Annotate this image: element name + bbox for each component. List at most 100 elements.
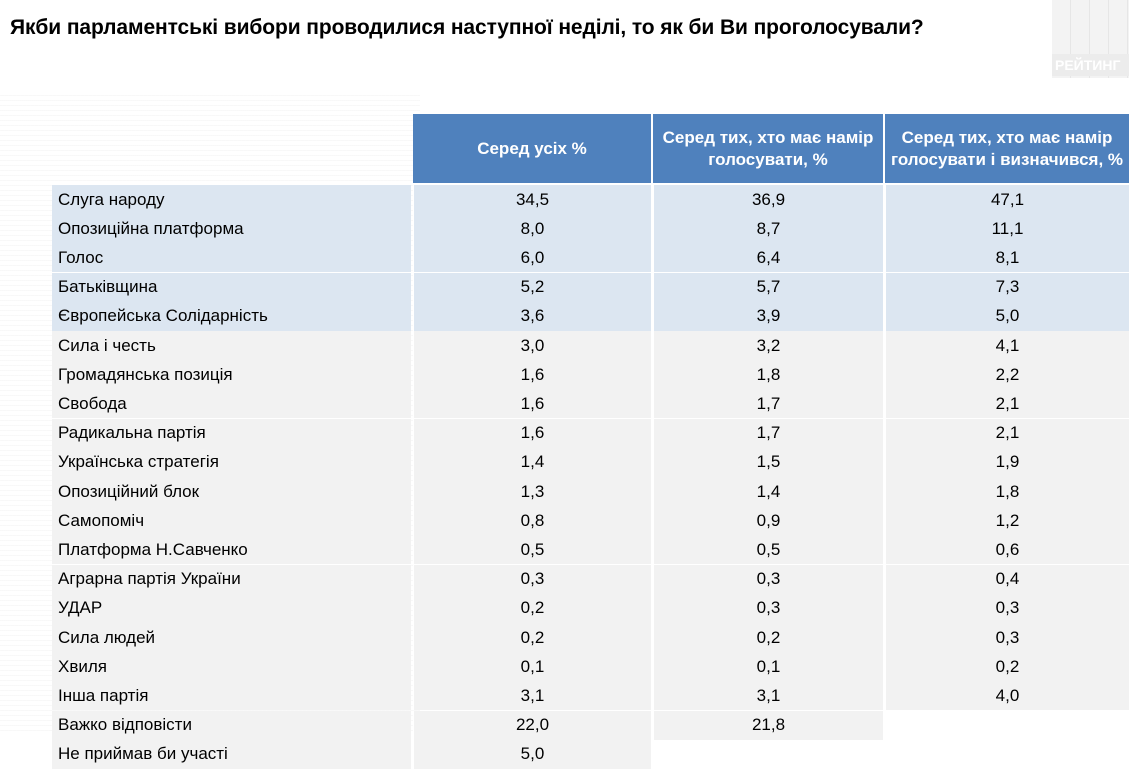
value-all-cell: 3,1 [413, 681, 651, 711]
table-row: Свобода 1,6 1,7 2,1 [0, 389, 1129, 419]
value-intend-cell: 21,8 [653, 710, 883, 740]
value-decided-cell: 2,2 [885, 360, 1129, 390]
value-all-cell: 5,2 [413, 272, 651, 302]
column-header-all: Серед усіх % [413, 114, 651, 183]
value-intend-cell: 0,1 [653, 652, 883, 682]
value-decided-cell: 4,1 [885, 331, 1129, 360]
value-intend-cell: 0,3 [653, 593, 883, 623]
value-decided-cell: 47,1 [885, 185, 1129, 214]
party-name-cell: Європейська Солідарність [52, 301, 411, 331]
value-intend-cell: 1,5 [653, 447, 883, 477]
value-decided-cell: 0,2 [885, 652, 1129, 682]
table-row: Аграрна партія України 0,3 0,3 0,4 [0, 564, 1129, 594]
value-intend-cell: 1,4 [653, 477, 883, 506]
value-decided-cell: 4,0 [885, 681, 1129, 711]
value-intend-cell: 0,3 [653, 564, 883, 594]
value-decided-cell: 2,1 [885, 389, 1129, 419]
value-intend-cell: 0,5 [653, 535, 883, 565]
party-name-cell: Опозиційний блок [52, 477, 411, 506]
table-row: Сила і честь 3,0 3,2 4,1 [0, 331, 1129, 360]
table-row: Самопоміч 0,8 0,9 1,2 [0, 506, 1129, 536]
table-row: Громадянська позиція 1,6 1,8 2,2 [0, 360, 1129, 390]
value-all-cell: 0,1 [413, 652, 651, 682]
table-row: Радикальна партія 1,6 1,7 2,1 [0, 418, 1129, 448]
table-row: Голос 6,0 6,4 8,1 [0, 243, 1129, 273]
value-decided-cell: 2,1 [885, 418, 1129, 448]
value-all-cell: 0,3 [413, 564, 651, 594]
party-name-cell: Свобода [52, 389, 411, 419]
value-intend-cell: 0,2 [653, 623, 883, 652]
party-name-cell: Сила людей [52, 623, 411, 652]
value-all-cell: 3,0 [413, 331, 651, 360]
value-intend-cell: 0,9 [653, 506, 883, 536]
value-all-cell: 0,8 [413, 506, 651, 536]
column-header-decided: Серед тих, хто має намір голосувати і ви… [885, 114, 1129, 183]
value-decided-cell: 5,0 [885, 301, 1129, 331]
value-intend-cell: 36,9 [653, 185, 883, 214]
table-row: Опозиційна платформа 8,0 8,7 11,1 [0, 214, 1129, 244]
table-row: Сила людей 0,2 0,2 0,3 [0, 623, 1129, 652]
party-name-cell: Сила і честь [52, 331, 411, 360]
value-intend-cell: 6,4 [653, 243, 883, 273]
value-all-cell: 1,6 [413, 389, 651, 419]
value-decided-cell: 1,9 [885, 447, 1129, 477]
column-header-intend: Серед тих, хто має намір голосувати, % [653, 114, 883, 183]
party-name-cell: Громадянська позиція [52, 360, 411, 390]
table-row: Опозиційний блок 1,3 1,4 1,8 [0, 477, 1129, 506]
value-all-cell: 1,3 [413, 477, 651, 506]
value-decided-cell: 0,3 [885, 623, 1129, 652]
table-row: Європейська Солідарність 3,6 3,9 5,0 [0, 301, 1129, 331]
table-row: Не приймав би участі 5,0 [0, 739, 1129, 769]
value-intend-cell: 3,9 [653, 301, 883, 331]
value-all-cell: 1,6 [413, 418, 651, 448]
table-row: Інша партія 3,1 3,1 4,0 [0, 681, 1129, 711]
value-decided-cell: 11,1 [885, 214, 1129, 244]
brand-logo: РЕЙТИНГ [1052, 54, 1129, 76]
value-all-cell: 0,5 [413, 535, 651, 565]
value-intend-cell: 8,7 [653, 214, 883, 244]
party-name-cell: УДАР [52, 593, 411, 623]
party-name-cell: Радикальна партія [52, 418, 411, 448]
value-decided-cell: 0,4 [885, 564, 1129, 594]
table-row: Українська стратегія 1,4 1,5 1,9 [0, 447, 1129, 477]
value-all-cell: 1,4 [413, 447, 651, 477]
party-name-cell: Платформа Н.Савченко [52, 535, 411, 565]
table-row: Важко відповісти 22,0 21,8 [0, 710, 1129, 740]
value-all-cell: 22,0 [413, 710, 651, 740]
value-all-cell: 0,2 [413, 593, 651, 623]
value-decided-cell: 0,3 [885, 593, 1129, 623]
value-decided-cell: 8,1 [885, 243, 1129, 273]
party-name-cell: Важко відповісти [52, 710, 411, 740]
party-name-cell: Самопоміч [52, 506, 411, 536]
value-decided-cell: 1,8 [885, 477, 1129, 506]
value-intend-cell: 1,8 [653, 360, 883, 390]
page-title: Якби парламентські вибори проводилися на… [10, 16, 924, 39]
party-name-cell: Хвиля [52, 652, 411, 682]
table-row: Слуга народу 34,5 36,9 47,1 [0, 185, 1129, 214]
value-decided-cell: 0,6 [885, 535, 1129, 565]
party-name-cell: Голос [52, 243, 411, 273]
value-all-cell: 1,6 [413, 360, 651, 390]
value-intend-cell: 5,7 [653, 272, 883, 302]
value-all-cell: 3,6 [413, 301, 651, 331]
party-name-cell: Не приймав би участі [52, 739, 411, 769]
table-row: Платформа Н.Савченко 0,5 0,5 0,6 [0, 535, 1129, 565]
value-all-cell: 34,5 [413, 185, 651, 214]
value-intend-cell: 3,1 [653, 681, 883, 711]
party-name-cell: Українська стратегія [52, 447, 411, 477]
value-all-cell: 6,0 [413, 243, 651, 273]
party-name-cell: Слуга народу [52, 185, 411, 214]
table-row: УДАР 0,2 0,3 0,3 [0, 593, 1129, 623]
value-decided-cell: 7,3 [885, 272, 1129, 302]
value-all-cell: 5,0 [413, 739, 651, 769]
party-name-cell: Батьківщина [52, 272, 411, 302]
value-intend-cell: 3,2 [653, 331, 883, 360]
value-decided-cell: 1,2 [885, 506, 1129, 536]
value-all-cell: 0,2 [413, 623, 651, 652]
value-intend-cell: 1,7 [653, 418, 883, 448]
value-all-cell: 8,0 [413, 214, 651, 244]
value-intend-cell: 1,7 [653, 389, 883, 419]
party-name-cell: Опозиційна платформа [52, 214, 411, 244]
party-name-cell: Інша партія [52, 681, 411, 711]
